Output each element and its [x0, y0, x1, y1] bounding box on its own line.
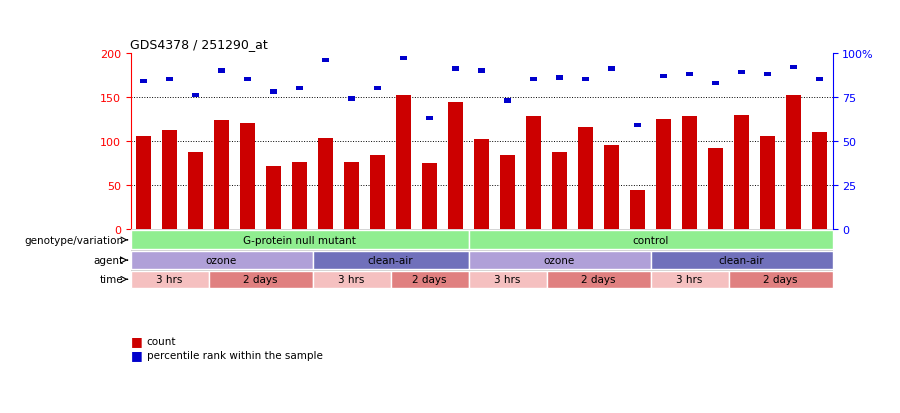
Text: agent: agent: [94, 255, 123, 266]
Text: ■: ■: [130, 349, 142, 362]
Bar: [712, 81, 719, 86]
Bar: [312, 271, 391, 288]
Bar: [396, 96, 410, 230]
Bar: [469, 252, 651, 269]
Bar: [137, 136, 150, 230]
Bar: [582, 78, 590, 82]
Bar: [478, 69, 485, 74]
Bar: [345, 163, 358, 230]
Bar: [790, 66, 797, 70]
Bar: [813, 133, 827, 230]
Bar: [651, 252, 832, 269]
Text: 2 days: 2 days: [581, 275, 616, 285]
Bar: [530, 78, 537, 82]
Bar: [728, 271, 832, 288]
Text: clean-air: clean-air: [719, 255, 764, 266]
Text: 3 hrs: 3 hrs: [676, 275, 703, 285]
Bar: [319, 138, 333, 230]
Bar: [400, 57, 407, 61]
Bar: [469, 231, 832, 250]
Bar: [546, 271, 651, 288]
Text: ozone: ozone: [544, 255, 575, 266]
Bar: [391, 271, 469, 288]
Text: percentile rank within the sample: percentile rank within the sample: [147, 350, 322, 360]
Text: 2 days: 2 days: [412, 275, 446, 285]
Bar: [426, 116, 433, 121]
Bar: [188, 152, 202, 230]
Bar: [448, 103, 463, 230]
Bar: [526, 117, 541, 230]
Bar: [579, 128, 593, 230]
Bar: [708, 149, 723, 230]
Text: G-protein null mutant: G-protein null mutant: [243, 235, 356, 245]
Bar: [682, 117, 697, 230]
Bar: [130, 252, 312, 269]
Bar: [348, 97, 356, 102]
Bar: [738, 71, 745, 75]
Bar: [608, 67, 615, 72]
Bar: [605, 145, 618, 230]
Text: control: control: [633, 235, 669, 245]
Text: 3 hrs: 3 hrs: [494, 275, 521, 285]
Text: 3 hrs: 3 hrs: [157, 275, 183, 285]
Bar: [504, 99, 511, 103]
Text: ozone: ozone: [206, 255, 237, 266]
Bar: [296, 87, 303, 91]
Text: 2 days: 2 days: [243, 275, 278, 285]
Text: 3 hrs: 3 hrs: [338, 275, 364, 285]
Bar: [244, 78, 251, 82]
Bar: [322, 59, 329, 63]
Bar: [292, 163, 307, 230]
Bar: [240, 124, 255, 230]
Bar: [130, 231, 469, 250]
Bar: [469, 271, 546, 288]
Bar: [209, 271, 312, 288]
Bar: [218, 69, 225, 74]
Bar: [651, 271, 728, 288]
Bar: [787, 96, 801, 230]
Bar: [422, 164, 436, 230]
Bar: [452, 67, 459, 72]
Bar: [192, 94, 199, 98]
Bar: [764, 73, 771, 77]
Text: 2 days: 2 days: [763, 275, 797, 285]
Bar: [656, 120, 670, 230]
Bar: [130, 271, 209, 288]
Bar: [371, 156, 384, 230]
Text: genotype/variation: genotype/variation: [24, 235, 123, 245]
Bar: [634, 123, 641, 128]
Bar: [140, 80, 147, 84]
Bar: [374, 87, 381, 91]
Bar: [270, 90, 277, 95]
Text: clean-air: clean-air: [368, 255, 413, 266]
Bar: [556, 76, 563, 81]
Bar: [816, 78, 824, 82]
Bar: [474, 140, 489, 230]
Text: time: time: [100, 275, 123, 285]
Bar: [734, 115, 749, 230]
Bar: [162, 131, 176, 230]
Bar: [630, 190, 644, 230]
Text: GDS4378 / 251290_at: GDS4378 / 251290_at: [130, 38, 268, 51]
Bar: [500, 156, 515, 230]
Bar: [686, 73, 693, 77]
Bar: [760, 136, 775, 230]
Bar: [312, 252, 469, 269]
Bar: [214, 121, 229, 230]
Bar: [166, 78, 173, 82]
Text: ■: ■: [130, 334, 142, 347]
Bar: [266, 166, 281, 230]
Text: count: count: [147, 336, 176, 346]
Bar: [660, 74, 667, 79]
Bar: [553, 152, 567, 230]
